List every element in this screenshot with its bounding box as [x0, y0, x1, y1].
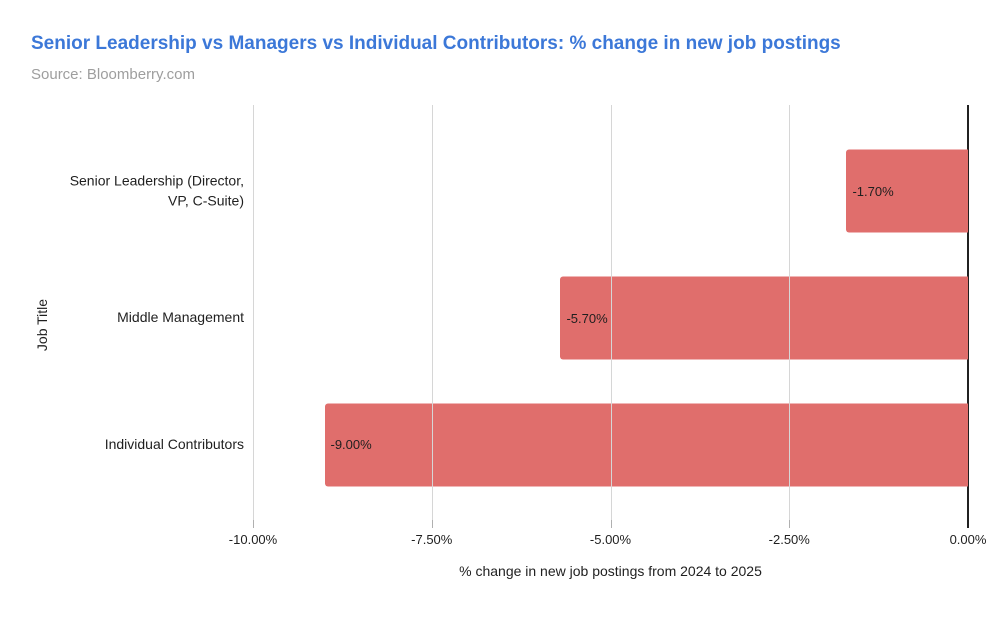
plot-area: Senior Leadership (Director, VP, C-Suite… [70, 105, 986, 579]
bar-value-label: -5.70% [566, 310, 608, 326]
category-row: Middle Management -5.70% [117, 255, 968, 382]
gridline [431, 105, 433, 520]
x-tick-label: 0.00% [949, 532, 987, 547]
tick-mark [431, 520, 433, 528]
y-axis-title: Job Title [34, 298, 50, 352]
category-row: Senior Leadership (Director, VP, C-Suite… [70, 128, 968, 255]
zero-axis-line [967, 105, 969, 528]
tick-mark [610, 520, 612, 528]
tick-mark [253, 520, 254, 528]
x-tick-label: -10.00% [228, 532, 278, 547]
tick-mark [789, 520, 791, 528]
chart-source: Source: Bloomberry.com [31, 66, 195, 83]
category-label: Middle Management [117, 309, 244, 326]
bar: -1.70% [846, 149, 968, 233]
gridline [789, 105, 791, 520]
gridline [253, 105, 254, 520]
x-tick-label: -5.00% [589, 532, 632, 547]
bar: -5.70% [560, 276, 968, 360]
bar-value-label: -9.00% [330, 437, 372, 453]
x-tick-label: -7.50% [411, 532, 453, 547]
gridline [610, 105, 612, 520]
bar-value-label: -1.70% [852, 183, 894, 199]
chart-title: Senior Leadership vs Managers vs Individ… [31, 33, 841, 54]
category-label: Individual Contributors [104, 435, 244, 452]
bar: -9.00% [324, 403, 968, 487]
category-label: Senior Leadership (Director, VP, C-Suite… [69, 172, 244, 209]
x-axis-title: % change in new job postings from 2024 t… [459, 563, 762, 579]
x-tick-label: -2.50% [768, 532, 810, 547]
